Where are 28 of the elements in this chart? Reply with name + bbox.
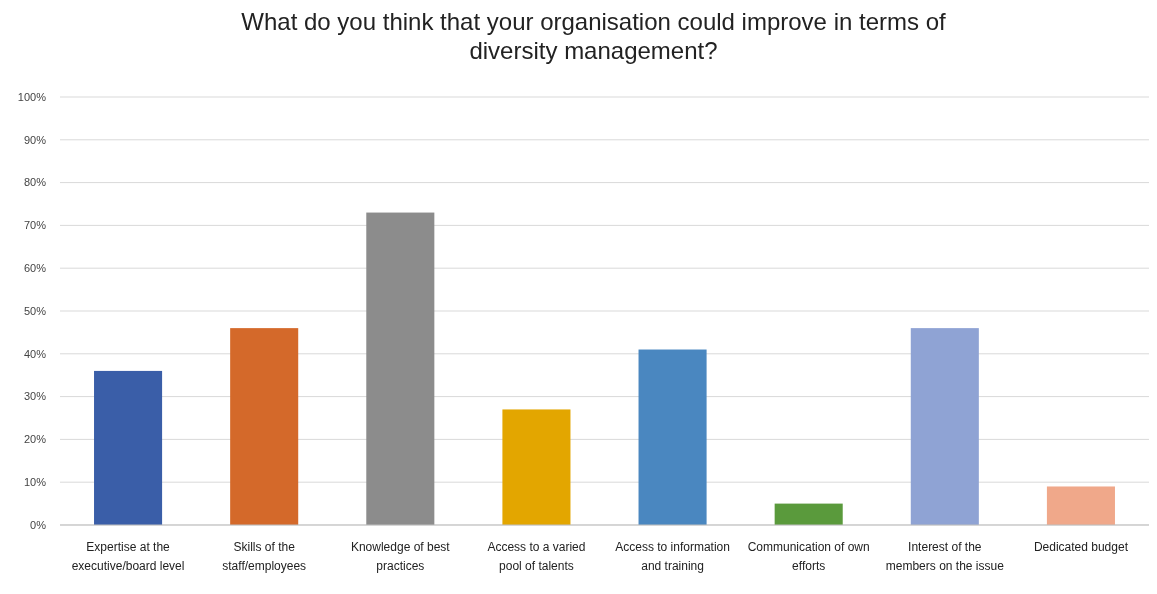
y-tick-label: 0% (30, 518, 47, 531)
bar (366, 212, 435, 525)
x-tick-label: Knowledge of best practices (350, 540, 451, 573)
bar (774, 503, 843, 525)
x-tick-label: Dedicated budget (1033, 540, 1129, 554)
bar (230, 328, 299, 525)
y-tick-label: 60% (23, 262, 47, 275)
y-tick-label: 40% (23, 347, 47, 360)
x-tick-label: Access to information and training (615, 540, 730, 573)
bar (502, 409, 571, 525)
y-tick-label: 90% (23, 133, 47, 146)
y-tick-label: 30% (23, 390, 47, 403)
bar (910, 328, 979, 525)
y-tick-label: 20% (23, 433, 47, 446)
x-tick-label: Interest of the members on the issue (885, 540, 1005, 573)
x-tick-label: Access to a varied pool of talents (487, 540, 586, 573)
x-tick-label: Communication of own efforts (747, 540, 870, 573)
bar (1046, 486, 1115, 525)
x-tick-label: Expertise at the executive/board level (71, 540, 185, 573)
y-tick-label: 100% (17, 90, 47, 103)
y-tick-label: 70% (23, 219, 47, 232)
y-tick-label: 80% (23, 176, 47, 189)
y-tick-label: 10% (23, 476, 47, 489)
bar (638, 349, 707, 525)
bar (94, 370, 163, 525)
x-tick-label: Skills of the staff/employees (222, 540, 307, 573)
chart-title: What do you think that your organisation could improve in terms of diversity management? (241, 8, 947, 64)
y-tick-label: 50% (23, 304, 47, 317)
